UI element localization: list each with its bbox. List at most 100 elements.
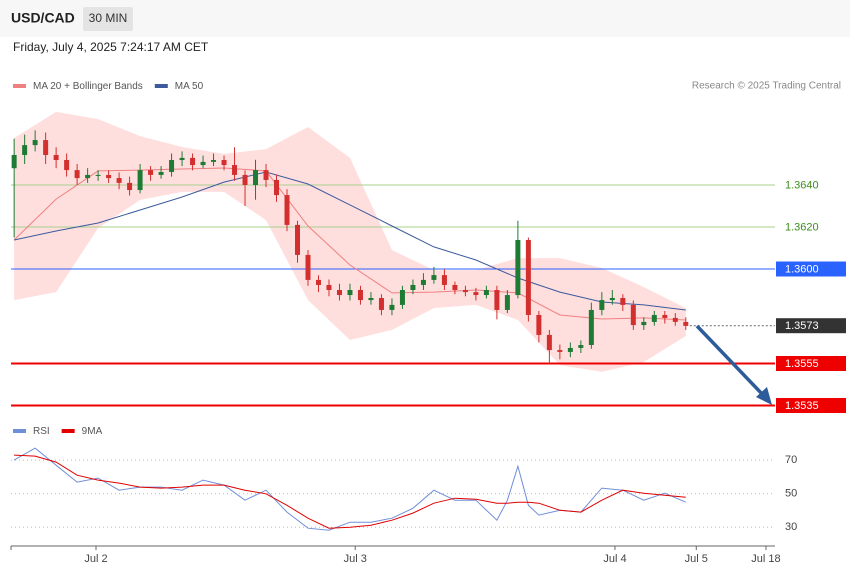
candle-body bbox=[389, 304, 395, 310]
candle-body bbox=[578, 345, 584, 348]
candle-body bbox=[232, 165, 238, 175]
candle-body bbox=[158, 171, 164, 175]
candle-body bbox=[347, 290, 353, 296]
candle-body bbox=[221, 160, 227, 166]
candle-body bbox=[253, 170, 259, 185]
moving-average bbox=[13, 167, 686, 321]
candle-body bbox=[378, 297, 384, 310]
candle-body bbox=[546, 334, 552, 351]
candle-body bbox=[127, 182, 133, 191]
candle-body bbox=[85, 174, 91, 179]
level-box bbox=[776, 261, 846, 277]
level-label: 1.3600 bbox=[785, 263, 819, 275]
candle-body bbox=[74, 170, 80, 179]
candle-body bbox=[200, 161, 206, 166]
candle-body bbox=[662, 314, 668, 318]
legend-label: MA 50 bbox=[175, 81, 204, 92]
candle-body bbox=[630, 304, 636, 326]
candle-body bbox=[567, 347, 573, 352]
candle-body bbox=[368, 297, 374, 301]
candle-body bbox=[315, 279, 321, 285]
candle-body bbox=[305, 254, 311, 280]
level-label: 1.3573 bbox=[785, 320, 819, 332]
candle-body bbox=[420, 279, 426, 285]
candle-body bbox=[599, 300, 605, 310]
y-tick-label: 30 bbox=[785, 521, 797, 533]
candle-body bbox=[399, 290, 405, 305]
candle-body bbox=[274, 179, 280, 196]
candle-body bbox=[116, 178, 122, 183]
level-box bbox=[776, 318, 846, 334]
candle-body bbox=[263, 170, 269, 180]
x-tick-label: Jul 2 bbox=[84, 553, 107, 565]
legend-swatch bbox=[154, 84, 168, 88]
candle-body bbox=[462, 290, 468, 293]
datetime: Friday, July 4, 2025 7:24:17 AM CET bbox=[13, 40, 209, 54]
symbol: USD/CAD bbox=[11, 10, 75, 26]
source: Research © 2025 Trading Central bbox=[692, 81, 841, 92]
candle-body bbox=[441, 275, 447, 285]
candle-body bbox=[609, 297, 615, 301]
candle-body bbox=[11, 154, 17, 169]
candle-body bbox=[169, 160, 175, 172]
candle-body bbox=[106, 174, 112, 179]
header-bar bbox=[0, 0, 850, 37]
candle-body bbox=[641, 321, 647, 326]
level-box bbox=[776, 356, 846, 371]
candle-body bbox=[410, 284, 416, 290]
candle-body bbox=[557, 350, 563, 352]
legend-swatch bbox=[13, 84, 26, 88]
candle-body bbox=[43, 140, 49, 155]
candle-body bbox=[326, 284, 332, 290]
candle-body bbox=[588, 309, 594, 346]
candle-body bbox=[336, 290, 342, 296]
interval[interactable]: 30 MIN bbox=[89, 11, 128, 25]
x-tick-label: Jul 3 bbox=[344, 553, 367, 565]
interval-box[interactable] bbox=[83, 7, 133, 31]
candle-body bbox=[494, 290, 500, 310]
level-label: 1.3535 bbox=[785, 400, 819, 412]
candle-body bbox=[22, 145, 28, 155]
legend-label: MA 20 + Bollinger Bands bbox=[33, 81, 143, 92]
bollinger-band bbox=[14, 111, 686, 372]
candle-body bbox=[148, 170, 154, 175]
x-tick-label: Jul 5 bbox=[685, 553, 708, 565]
candle-body bbox=[53, 154, 59, 161]
level-box bbox=[776, 398, 846, 413]
candle-body bbox=[525, 240, 531, 315]
candle-body bbox=[672, 317, 678, 322]
x-tick-label: Jul 18 bbox=[751, 553, 780, 565]
arrow-shaft bbox=[695, 324, 766, 398]
candle-body bbox=[683, 321, 689, 326]
level-label: 1.3555 bbox=[785, 358, 819, 370]
legend-swatch bbox=[13, 429, 26, 433]
moving-average bbox=[13, 171, 686, 311]
candle-body bbox=[284, 195, 290, 225]
legend-label: RSI bbox=[33, 426, 50, 437]
candle-body bbox=[452, 284, 458, 290]
candle-body bbox=[95, 174, 101, 176]
candle-body bbox=[473, 292, 479, 296]
candle-body bbox=[137, 170, 143, 191]
x-tick-label: Jul 4 bbox=[603, 553, 626, 565]
legend-label: 9MA bbox=[82, 426, 103, 437]
candle-body bbox=[483, 290, 489, 296]
candle-body bbox=[242, 174, 248, 185]
candle-body bbox=[190, 157, 196, 166]
y-tick-label: 50 bbox=[785, 488, 797, 500]
legend-swatch bbox=[61, 429, 75, 433]
candle-body bbox=[515, 240, 521, 296]
candle-body bbox=[651, 314, 657, 322]
candle-body bbox=[64, 160, 70, 171]
candle-body bbox=[536, 314, 542, 335]
candle-body bbox=[504, 295, 510, 310]
candle-body bbox=[211, 160, 217, 162]
y-tick-label: 70 bbox=[785, 454, 797, 466]
forecast-arrow bbox=[695, 324, 772, 405]
arrow-head bbox=[756, 387, 772, 405]
indicator-line bbox=[14, 454, 686, 529]
candle-body bbox=[179, 157, 185, 161]
candle-body bbox=[620, 297, 626, 305]
level-label: 1.3620 bbox=[785, 221, 819, 233]
